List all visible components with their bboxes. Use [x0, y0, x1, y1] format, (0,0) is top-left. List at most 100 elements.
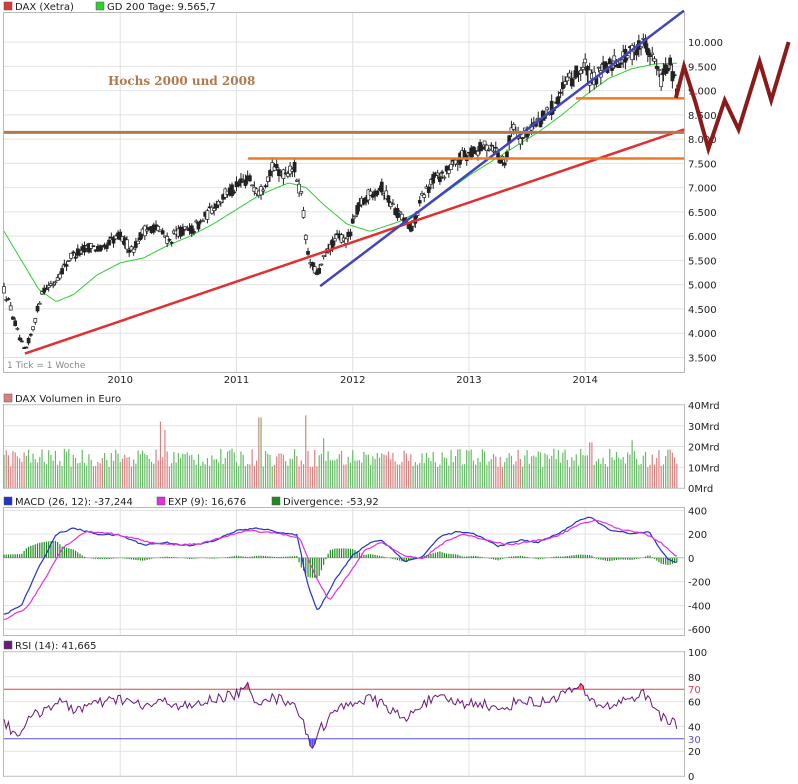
candle-body [109, 236, 114, 239]
candle-body [127, 250, 132, 253]
candle-body [104, 244, 109, 249]
candle-body [201, 220, 205, 223]
candle-body [55, 277, 60, 281]
y-tick-macd: 0 [688, 554, 694, 565]
macd-panel-frame [3, 507, 685, 636]
exp-line [3, 519, 678, 620]
legend-price-label: DAX (Xetra) [15, 2, 74, 13]
legend-sma-label: GD 200 Tage: 9.565,7 [107, 2, 216, 13]
candle-body [75, 248, 80, 256]
candle-body [491, 150, 496, 153]
candle-body [286, 173, 290, 177]
candle-body [294, 179, 299, 182]
candle-body [243, 179, 248, 186]
candle-body [129, 246, 134, 251]
legend-volume: DAX Volumen in Euro [3, 393, 121, 405]
candle-body [113, 235, 118, 240]
sma-200-layer [3, 62, 677, 302]
candle-body [449, 164, 453, 170]
candle-body [73, 256, 78, 259]
candle-body [480, 146, 485, 150]
y-tick-macd: 400 [688, 506, 707, 517]
y-tick-price: 6.500 [688, 208, 717, 219]
y-tick-macd: 200 [688, 530, 707, 541]
candle-body [31, 326, 35, 330]
candle-body [46, 285, 51, 288]
rsi-threshold-label-30: 30 [688, 735, 701, 746]
y-tick-price: 4.000 [688, 329, 717, 340]
legend-rsi-label: RSI (14): 41,665 [15, 641, 97, 652]
candle-body [471, 146, 476, 155]
trend-line-long-support [24, 128, 685, 355]
tick-interval-note: 1 Tick = 1 Woche [7, 361, 86, 371]
candle-body [272, 166, 277, 171]
candle-body [301, 210, 306, 218]
macd-layer [3, 516, 684, 620]
legend-rsi: RSI (14): 41,665 [3, 640, 97, 652]
candle-body [66, 260, 71, 262]
candle-body [482, 140, 487, 146]
y-tick-price: 6.000 [688, 232, 717, 243]
candle-body [51, 284, 56, 287]
candle-body [505, 151, 509, 158]
candle-body [53, 281, 58, 284]
candle-body [659, 74, 664, 88]
candle-body [44, 288, 49, 290]
candle-body [397, 211, 402, 214]
legend-rsi-swatch [3, 640, 13, 650]
legend-macd: MACD (26, 12): -37,244 [3, 496, 133, 508]
candle-body [581, 67, 585, 70]
candle-body [6, 298, 11, 301]
candle-body [569, 78, 574, 87]
candle-body [69, 252, 73, 259]
candle-body [250, 184, 254, 187]
candle-body [151, 224, 156, 233]
candle-body [218, 201, 223, 204]
candle-body [319, 263, 324, 266]
candle-body [58, 273, 62, 279]
candle-body [453, 159, 458, 165]
candle-body [189, 225, 194, 234]
candle-body [156, 225, 161, 232]
candle-body [375, 190, 380, 196]
candle-body [299, 190, 304, 194]
x-tick-label: 2013 [456, 375, 481, 386]
candle-body [502, 162, 507, 166]
candle-body [648, 55, 652, 57]
legend-price: DAX (Xetra) [3, 1, 74, 13]
candle-body [60, 268, 64, 275]
candle-body [446, 169, 451, 174]
y-tick-price: 9.500 [688, 62, 717, 73]
candle-body [384, 190, 389, 200]
candle-body [306, 251, 310, 255]
y-tick-price: 7.000 [688, 184, 717, 195]
x-tick-label: 2011 [224, 375, 249, 386]
y-tick-rsi: 40 [688, 722, 701, 733]
candle-body [35, 305, 40, 312]
candle-body [652, 58, 657, 62]
price-panel-frame [3, 12, 685, 373]
candle-body [560, 82, 565, 90]
candle-body [265, 176, 270, 182]
y-tick-price: 8.500 [688, 111, 717, 122]
candle-body [232, 191, 237, 194]
grid-lines [4, 13, 684, 777]
candle-body [136, 240, 140, 245]
candle-body [350, 218, 355, 224]
candle-body [194, 220, 199, 223]
candle-body [619, 62, 623, 65]
candle-body [666, 67, 670, 72]
candle-body [545, 107, 550, 111]
candle-body [111, 237, 116, 244]
candle-body [71, 251, 76, 254]
candle-body [563, 81, 567, 86]
candle-body [214, 203, 219, 209]
candle-body [645, 47, 650, 56]
y-tick-rsi: 80 [688, 673, 701, 684]
candle-body [312, 266, 317, 274]
y-tick-price: 7.500 [688, 159, 717, 170]
candle-body [64, 264, 69, 267]
candle-body [639, 46, 643, 49]
legend-divergence-label: Divergence: -53,92 [283, 497, 379, 508]
